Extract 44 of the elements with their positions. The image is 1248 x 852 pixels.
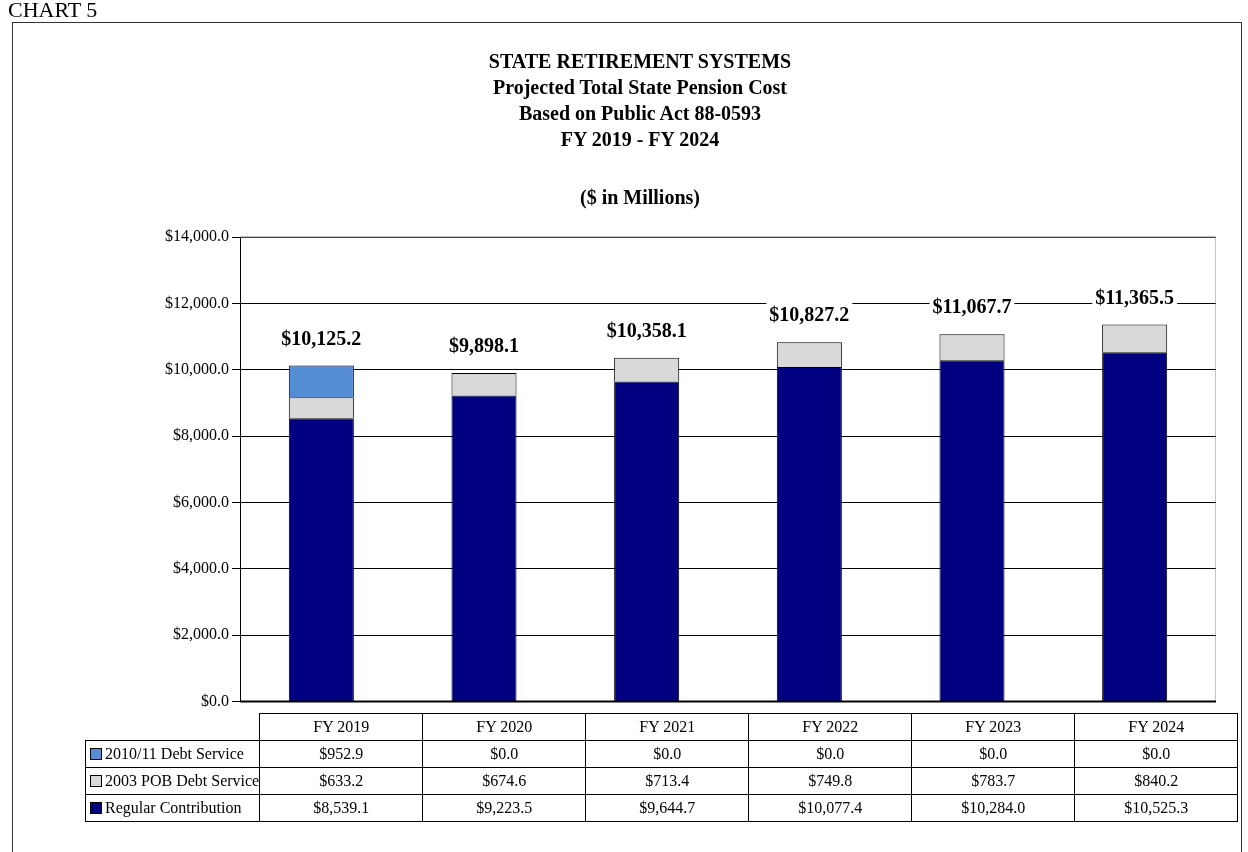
data-label: $8,539.1 xyxy=(259,794,423,822)
x-tick-label: FY 2024 xyxy=(1074,713,1238,741)
data-label: $952.9 xyxy=(259,740,423,768)
total-label: $11,365.5 xyxy=(1095,285,1175,308)
legend-label: 2010/11 Debt Service xyxy=(85,740,260,768)
legend-label: Regular Contribution xyxy=(85,794,260,822)
total-label: $10,358.1 xyxy=(606,318,687,341)
x-tick-label: FY 2020 xyxy=(422,713,586,741)
data-label: $674.6 xyxy=(422,767,586,795)
total-label: $10,125.2 xyxy=(281,326,362,349)
data-label: $0.0 xyxy=(585,740,749,768)
data-label: $10,077.4 xyxy=(748,794,912,822)
y-tick-label: $14,000.0 xyxy=(165,227,229,245)
chart-subtitle: ($ in Millions) xyxy=(579,186,701,209)
data-label: $0.0 xyxy=(422,740,586,768)
y-tick-label: $8,000.0 xyxy=(173,426,229,444)
total-label: $10,827.2 xyxy=(769,303,850,326)
y-tick-label: $0.0 xyxy=(201,691,229,709)
data-label: $9,223.5 xyxy=(422,794,586,822)
data-label: $783.7 xyxy=(911,767,1075,795)
data-label: $749.8 xyxy=(748,767,912,795)
caption: CHART 5 xyxy=(4,0,102,22)
data-label: $9,644.7 xyxy=(585,794,749,822)
y-tick-label: $12,000.0 xyxy=(165,293,229,311)
y-tick-label: $2,000.0 xyxy=(173,625,229,643)
data-label: $10,525.3 xyxy=(1074,794,1238,822)
legend-label: 2003 POB Debt Service xyxy=(85,767,260,795)
data-label: $0.0 xyxy=(911,740,1075,768)
y-tick-label: $6,000.0 xyxy=(173,492,229,510)
data-label: $713.4 xyxy=(585,767,749,795)
x-tick-label: FY 2019 xyxy=(259,713,423,741)
data-label: $840.2 xyxy=(1074,767,1238,795)
x-tick-label: FY 2021 xyxy=(585,713,749,741)
total-label: $9,898.1 xyxy=(449,334,519,357)
x-tick-label: FY 2023 xyxy=(911,713,1075,741)
y-tick-label: $10,000.0 xyxy=(165,359,229,377)
data-label: $0.0 xyxy=(748,740,912,768)
data-label: $0.0 xyxy=(1074,740,1238,768)
data-label: $633.2 xyxy=(259,767,423,795)
y-tick-label: $4,000.0 xyxy=(173,558,229,576)
chart-title: STATE RETIREMENT SYSTEMS Projected Total State Pension Cost Based on Public Act 88-0593 FY 2019 - FY 2024 xyxy=(487,49,793,152)
x-tick-label: FY 2022 xyxy=(748,713,912,741)
total-label: $11,067.7 xyxy=(932,295,1012,318)
data-label: $10,284.0 xyxy=(911,794,1075,822)
